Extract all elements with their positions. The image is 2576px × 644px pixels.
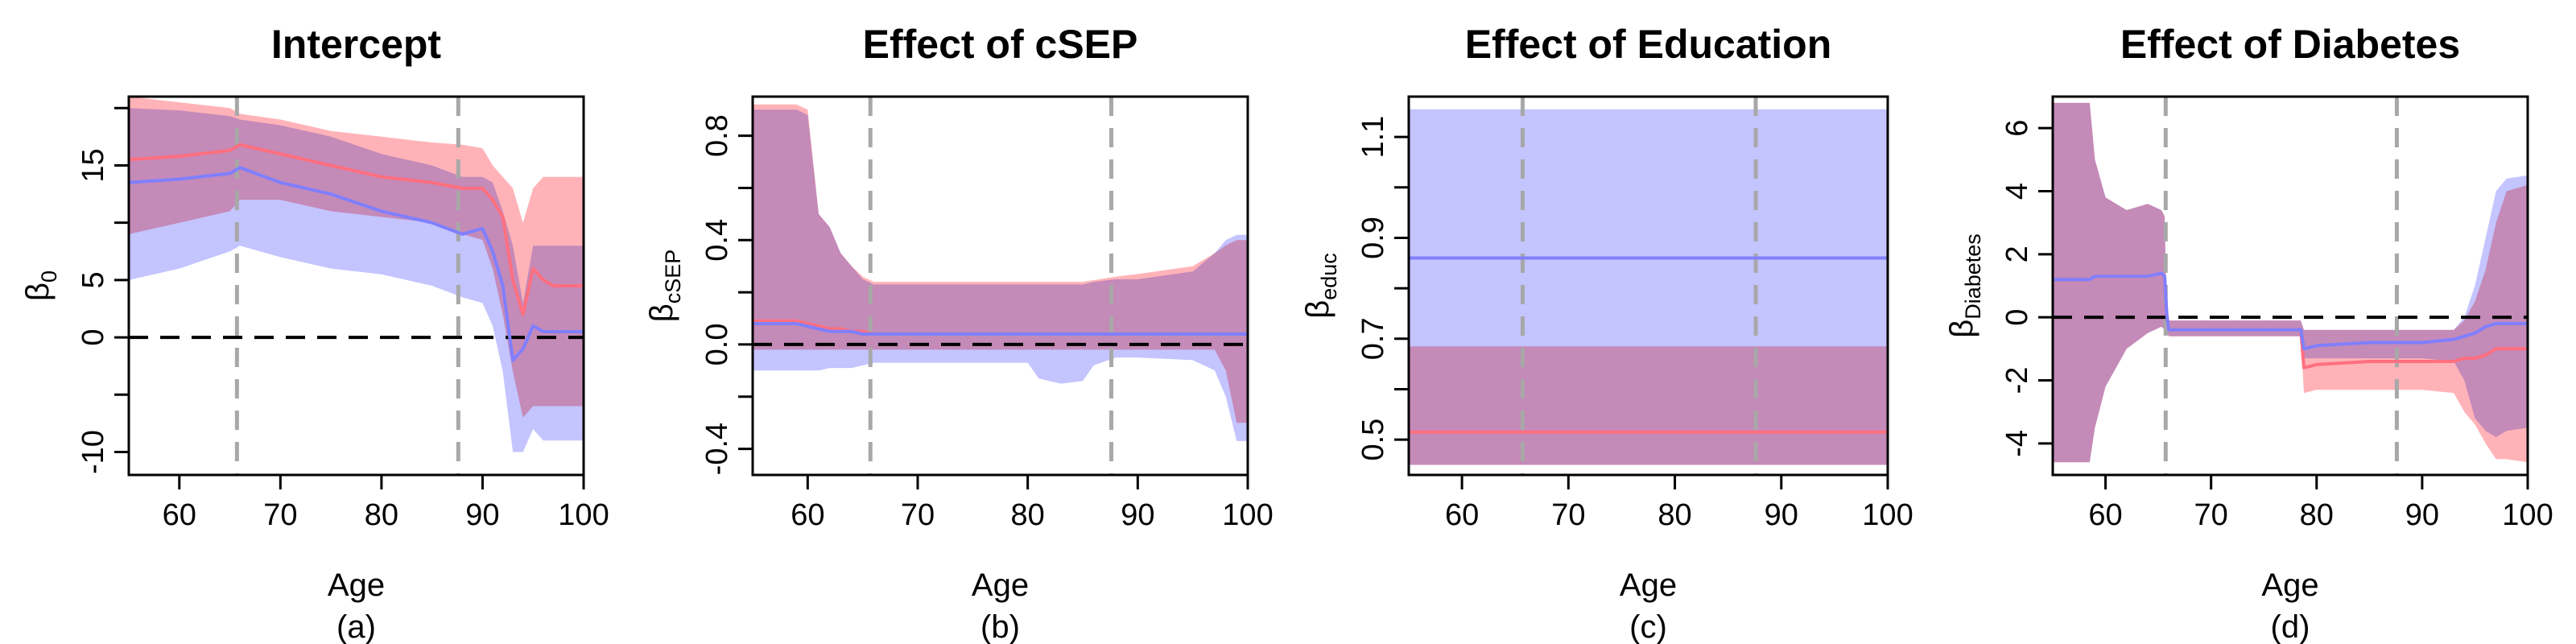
y-tick-label: -4 <box>2000 430 2034 457</box>
x-tick-label: 70 <box>1551 498 1585 532</box>
y-tick-label: -10 <box>76 430 110 474</box>
panel-3: 60 70 80 90 100 0.5 0.7 0.9 1.1 Effect of Educati… <box>1300 22 1913 644</box>
x-axis-label: Age <box>328 568 385 603</box>
y-axis-label: β0 <box>20 270 61 301</box>
plot-frame <box>751 95 1249 477</box>
y-tick-label: 15 <box>76 148 110 182</box>
ci-band-2 <box>1409 346 1888 465</box>
panel-caption: (c) <box>1629 609 1667 644</box>
x-tick-label: 80 <box>1657 498 1691 532</box>
y-axis-label: βeduc <box>1300 253 1341 319</box>
panel-4: 60 70 80 90 100 -4 -2 0 2 4 6 Effect of Diabetes Age… <box>1944 22 2553 644</box>
x-axis-label: Age <box>2261 568 2318 603</box>
mean-line-2 <box>753 322 1248 336</box>
x-axis-label: Age <box>972 568 1029 603</box>
y-tick-label: 6 <box>2000 120 2034 137</box>
y-tick-label: 2 <box>2000 246 2034 262</box>
y-tick-label: 0.9 <box>1356 217 1390 259</box>
x-tick-label: 100 <box>1222 498 1273 532</box>
y-axis-label: βDiabetes <box>1944 233 1985 338</box>
y-tick-label: 0 <box>76 329 110 346</box>
plot-frame <box>1407 95 1889 477</box>
panel-caption: (d) <box>2271 609 2310 644</box>
x-tick-label: 70 <box>901 498 935 532</box>
ci-band-2 <box>129 108 584 452</box>
y-tick-label: 0 <box>2000 309 2034 326</box>
y-tick-label: 0.8 <box>700 114 734 157</box>
ci-band-2 <box>753 109 1248 441</box>
x-tick-label: 60 <box>163 498 196 532</box>
ci-band-2 <box>2053 102 2528 463</box>
mean-line-1 <box>129 142 584 316</box>
plot-area <box>1409 97 1888 475</box>
plot-area <box>129 97 584 475</box>
x-tick-label: 100 <box>2502 498 2553 532</box>
plot-frame <box>127 95 585 477</box>
y-tick-label: 0.7 <box>1356 317 1390 360</box>
panel-caption: (b) <box>980 609 1020 644</box>
y-tick-label: -0.4 <box>700 423 734 475</box>
x-tick-label: 80 <box>2300 498 2334 532</box>
y-tick-label: 1.1 <box>1356 116 1390 159</box>
x-tick-label: 90 <box>1765 498 1798 532</box>
x-tick-label: 60 <box>1445 498 1479 532</box>
x-tick-label: 90 <box>2405 498 2439 532</box>
plot-area <box>2053 97 2528 475</box>
mean-line-2 <box>2053 271 2528 351</box>
x-tick-label: 70 <box>263 498 297 532</box>
x-tick-label: 70 <box>2194 498 2228 532</box>
panel-1: 60 70 80 90 100 -10 0 5 15 Intercept Age (a) β0 <box>20 22 609 644</box>
panel-2: 60 70 80 90 100 -0.4 0.0 0.4 0.8 Effect of cSEP Ag… <box>644 22 1274 644</box>
panel-caption: (a) <box>336 609 376 644</box>
x-tick-label: 90 <box>465 498 499 532</box>
x-tick-label: 100 <box>1862 498 1913 532</box>
plot-area <box>753 97 1248 475</box>
mean-line-2 <box>129 166 584 362</box>
ci-band-1 <box>2053 102 2528 463</box>
y-tick-label: 0.0 <box>700 324 734 366</box>
y-axis-label: βcSEP <box>644 250 685 323</box>
x-axis-label: Age <box>1620 568 1677 603</box>
x-tick-label: 90 <box>1121 498 1154 532</box>
x-tick-label: 80 <box>365 498 398 532</box>
x-tick-label: 80 <box>1011 498 1045 532</box>
x-tick-label: 100 <box>558 498 609 532</box>
x-tick-label: 60 <box>2088 498 2122 532</box>
chart-title: Effect of cSEP <box>863 22 1138 67</box>
y-tick-label: 4 <box>2000 183 2034 200</box>
x-tick-label: 60 <box>791 498 824 532</box>
chart-title: Effect of Diabetes <box>2120 22 2460 67</box>
y-tick-label: -2 <box>2000 367 2034 394</box>
chart-title: Effect of Education <box>1465 22 1832 67</box>
plot-frame <box>2051 95 2529 477</box>
y-tick-label: 0.5 <box>1356 419 1390 461</box>
chart-title: Intercept <box>271 22 442 67</box>
y-tick-label: 5 <box>76 271 110 288</box>
y-tick-label: 0.4 <box>700 219 734 262</box>
